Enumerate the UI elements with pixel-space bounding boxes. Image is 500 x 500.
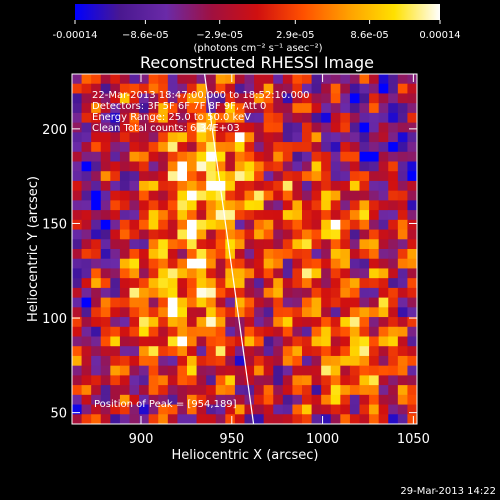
y-axis-title: Heliocentric Y (arcsec) [26,176,41,322]
colorbar-tick-label: 2.9e-05 [276,30,314,41]
x-tick-label: 1000 [306,432,339,447]
annotation-time-range: 22-Mar-2013 18:47:00.000 to 18:52:10.000 [92,90,310,101]
y-tick-label: 200 [42,123,67,138]
x-axis-title: Heliocentric X (arcsec) [172,448,319,463]
x-tick-label: 950 [219,432,244,447]
plot-area: 900 950 1000 1050 50 100 150 200 22-Mar-2013 18… [42,73,430,447]
peak-position-label: Position of Peak = [954,189] [94,399,237,410]
axis-ticks: 900 950 1000 1050 50 100 150 200 [42,74,430,447]
colorbar-gradient [75,4,440,20]
annotation-detectors: Detectors: 3F 5F 6F 7F 8F 9F, Att 0 [92,101,266,112]
chart-title: Reconstructed RHESSI Image [140,53,374,72]
colorbar-tick-label: −2.9e-05 [196,30,243,41]
y-tick-label: 150 [42,217,67,232]
annotation-energy-range: Energy Range: 25.0 to 50.0 keV [92,112,251,123]
colorbar: -0.00014 −8.6e-05 −2.9e-05 2.9e-05 8.6e-05 0.… [53,4,461,54]
annotation-clean-counts: Clean Total counts: 6.34E+03 [92,123,240,134]
colorbar-tick-label: −8.6e-05 [122,30,169,41]
colorbar-tick-label: 8.6e-05 [350,30,388,41]
solar-limb-line [203,73,255,425]
y-tick-label: 50 [50,407,67,422]
heatmap-cells [72,74,417,424]
x-tick-label: 1050 [397,432,430,447]
colorbar-tick-label: -0.00014 [53,30,98,41]
colorbar-ticks: -0.00014 −8.6e-05 −2.9e-05 2.9e-05 8.6e-05 0.… [53,20,461,41]
plot-frame [71,73,418,425]
footer-timestamp: 29-Mar-2013 14:22 [400,486,496,497]
y-tick-label: 100 [42,312,67,327]
colorbar-unit-label: (photons cm⁻² s⁻¹ asec⁻²) [193,43,322,54]
colorbar-tick-label: 0.00014 [419,30,460,41]
x-tick-label: 900 [129,432,154,447]
